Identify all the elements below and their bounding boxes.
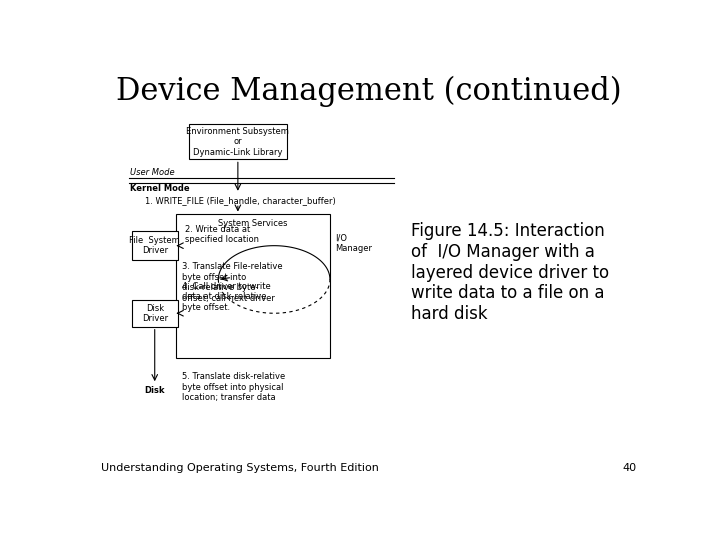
FancyBboxPatch shape <box>189 124 287 159</box>
Text: File  System
Driver: File System Driver <box>130 236 180 255</box>
Text: Disk: Disk <box>145 386 165 395</box>
Text: I/O
Manager: I/O Manager <box>336 233 372 253</box>
Text: Environment Subsystem
or
Dynamic-Link Library: Environment Subsystem or Dynamic-Link Li… <box>186 127 289 157</box>
Text: 1. WRITE_FILE (File_handle, character_buffer): 1. WRITE_FILE (File_handle, character_bu… <box>145 196 336 205</box>
FancyBboxPatch shape <box>132 231 178 260</box>
Text: 5. Translate disk-relative
byte offset into physical
location; transfer data: 5. Translate disk-relative byte offset i… <box>182 373 285 402</box>
Text: Disk
Driver: Disk Driver <box>142 303 168 323</box>
Text: Figure 14.5: Interaction
of  I/O Manager with a
layered device driver to
write d: Figure 14.5: Interaction of I/O Manager … <box>411 222 609 323</box>
Text: System Services: System Services <box>218 219 288 228</box>
Text: Kernel Mode: Kernel Mode <box>130 184 190 193</box>
Text: 40: 40 <box>623 463 637 473</box>
Text: Device Management (continued): Device Management (continued) <box>116 76 622 107</box>
Text: User Mode: User Mode <box>130 167 175 177</box>
Text: 2. Write data at
specified location: 2. Write data at specified location <box>185 225 259 244</box>
Text: Understanding Operating Systems, Fourth Edition: Understanding Operating Systems, Fourth … <box>101 463 379 473</box>
FancyBboxPatch shape <box>176 214 330 358</box>
Text: 4. Call driver to write
data at disk-relative
byte offset.: 4. Call driver to write data at disk-rel… <box>182 282 271 312</box>
Text: 3. Translate File-relative
byte offset into
disk-relative byte-
offset; call nex: 3. Translate File-relative byte offset i… <box>182 262 283 302</box>
FancyBboxPatch shape <box>132 300 178 327</box>
